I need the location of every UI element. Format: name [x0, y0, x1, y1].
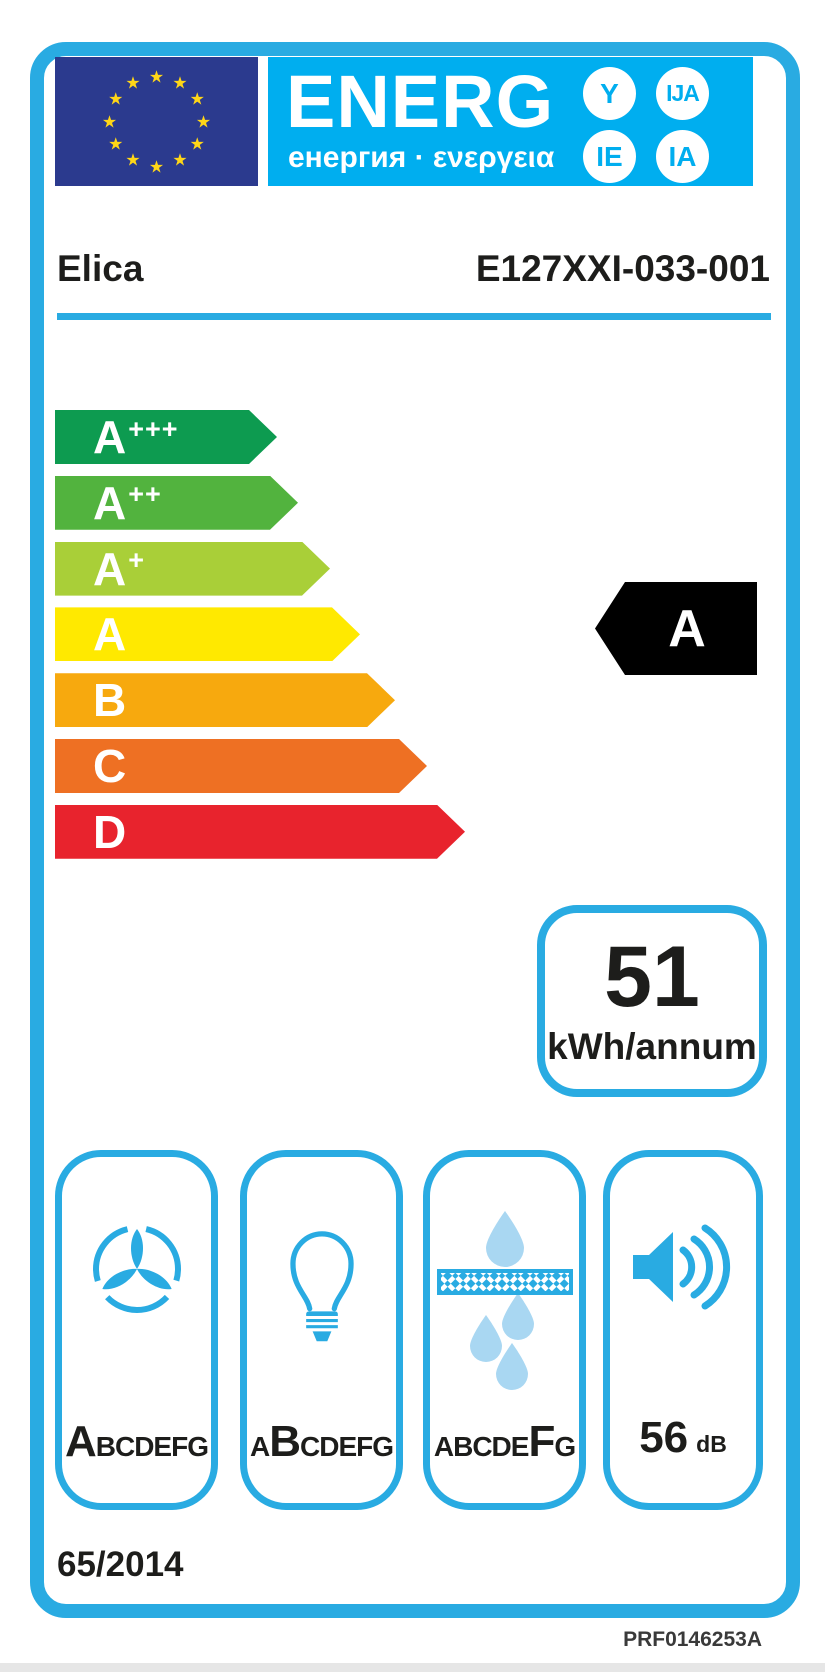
regulation-number: 65/2014	[57, 1545, 184, 1584]
eu-star-icon: ★	[108, 134, 124, 154]
energy-class-arrow: A	[595, 582, 757, 675]
language-suffix-circle-ie: IE	[583, 130, 636, 183]
eu-star-icon: ★	[195, 112, 212, 131]
scale-grade-plus: ++	[128, 479, 162, 510]
fan-icon	[92, 1225, 181, 1313]
lighting-efficiency-grades: ABCDEFG	[249, 1417, 394, 1466]
model-number: E127XXI-033-001	[475, 248, 770, 289]
eu-star-icon: ★	[172, 150, 188, 170]
grease-filter-grades: ABCDEFG	[433, 1417, 576, 1466]
scale-grade-letter: D	[93, 805, 127, 858]
speaker-icon	[633, 1224, 731, 1310]
rating-scale-arrow-a-plus-plus: A ++	[55, 476, 298, 530]
annual-energy-value: 51	[604, 929, 700, 1025]
scale-grade-letter: A	[93, 608, 127, 661]
eu-star-icon: ★	[125, 150, 141, 170]
eu-star-icon: ★	[189, 89, 205, 109]
brand-underline	[57, 313, 771, 320]
energy-class-value: A	[668, 599, 706, 658]
bulb-icon	[289, 1231, 354, 1342]
photo-bottom-edge	[0, 1663, 825, 1672]
language-suffix-circle-ija: IJA	[656, 67, 709, 120]
noise-value: 56	[639, 1413, 689, 1462]
noise-value-line: 56 dB	[610, 1413, 756, 1463]
noise-box: 56 dB	[603, 1150, 763, 1510]
fan-efficiency-grades: ABCDEFG	[64, 1417, 209, 1466]
rating-scale-arrow-b: B	[55, 673, 395, 727]
lighting-efficiency-grade: B	[269, 1417, 301, 1466]
language-suffix-circle-ia: IA	[656, 130, 709, 183]
scale-grade-letter: A	[93, 542, 127, 595]
grease-filter-box: ABCDEFG	[423, 1150, 586, 1510]
rating-scale-arrow-a-plus: A +	[55, 542, 330, 596]
scale-grade-letter: C	[93, 740, 127, 792]
fan-efficiency-box: ABCDEFG	[55, 1150, 218, 1510]
eu-star-icon: ★	[189, 134, 205, 154]
noise-unit: dB	[696, 1431, 727, 1457]
grease-filter-grade: F	[528, 1417, 555, 1466]
energ-logo-box: ENERG енергия · ενεργεια Y IJA IE IA	[268, 57, 753, 186]
brand-name: Elica	[57, 248, 144, 289]
eu-star-icon: ★	[108, 89, 124, 109]
scale-grade-letter: A	[93, 411, 127, 463]
scale-grade-letter: A	[93, 476, 127, 529]
energ-logo-subtitle: енергия · ενεργεια	[288, 141, 555, 174]
annual-energy-box: 51 kWh/annum	[537, 905, 767, 1097]
annual-energy-unit: kWh/annum	[547, 1026, 757, 1067]
eu-star-icon: ★	[172, 73, 188, 93]
rating-scale-arrow-c: C	[55, 739, 427, 793]
language-suffix-circle-y: Y	[583, 67, 636, 120]
fan-efficiency-grade: A	[64, 1417, 97, 1466]
scale-grade-letter: B	[93, 674, 127, 727]
eu-star-icon: ★	[148, 67, 165, 86]
eu-star-icon: ★	[125, 73, 141, 93]
scale-grade-plus: +++	[128, 413, 179, 444]
scale-grade-plus: +	[128, 545, 146, 576]
rating-scale-arrow-a: A	[55, 607, 360, 661]
energ-logo-text: ENERG	[286, 60, 555, 143]
rating-scale-arrow-a-plus-plus-plus: A +++	[55, 410, 277, 464]
document-code: PRF0146253A	[623, 1628, 762, 1651]
grease-filter-icon	[436, 1211, 573, 1390]
eu-flag: ★ ★ ★ ★ ★ ★ ★ ★ ★ ★ ★ ★	[55, 57, 258, 186]
eu-star-icon: ★	[101, 112, 118, 131]
lighting-efficiency-box: ABCDEFG	[240, 1150, 403, 1510]
rating-scale-arrow-d: D	[55, 805, 465, 859]
eu-star-icon: ★	[148, 157, 165, 176]
